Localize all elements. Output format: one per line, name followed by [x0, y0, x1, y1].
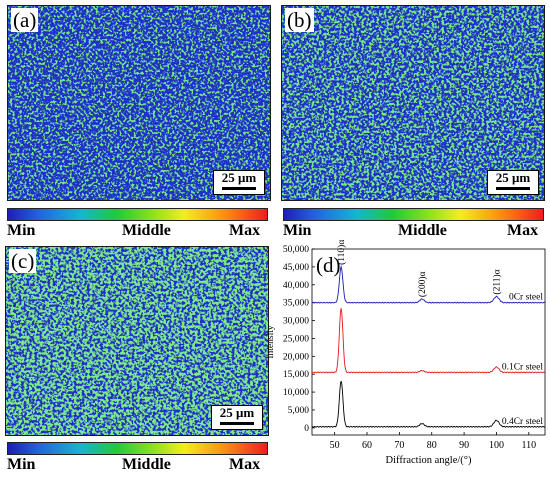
- y-tick-label: 5,000: [288, 406, 310, 416]
- colorbar-b-middle: Middle: [398, 222, 447, 239]
- y-tick-label: 20,000: [283, 352, 309, 362]
- peak-label: (211)α: [491, 269, 502, 294]
- scale-bar-line-a: [222, 187, 256, 190]
- micrograph-c: (c) 25 μm: [5, 246, 269, 436]
- scale-bar-label-b: 25 μm: [495, 170, 531, 185]
- micrograph-a-texture: [8, 6, 270, 200]
- xrd-labels-group: Diffraction angle/(°) Intensity (d)(110)α (…: [266, 240, 502, 466]
- peak-label: (200)α: [417, 271, 428, 297]
- x-tick-label: 90: [459, 440, 469, 451]
- colorbar-a-min: Min: [7, 222, 36, 239]
- colorbar-b: [283, 208, 544, 221]
- y-tick-label: 15,000: [283, 370, 309, 380]
- scale-bar-line-c: [220, 422, 254, 425]
- scale-bar-a: 25 μm: [213, 170, 265, 195]
- x-tick-label: 80: [427, 440, 437, 451]
- panel-label-c: (c): [9, 249, 37, 273]
- series-label-2: 0.4Cr steel: [502, 417, 544, 427]
- micrograph-b: (b) 25 μm: [281, 5, 545, 201]
- xrd-chart: 0 5,000 10,000 15,000 20,000 25,000 30,000 35,0…: [266, 240, 546, 466]
- scale-bar-line-b: [496, 187, 530, 190]
- panel-label-d: (d): [316, 253, 341, 277]
- scale-bar-label-c: 25 μm: [219, 405, 255, 420]
- micrograph-a: (a) 25 μm: [7, 5, 271, 201]
- y-tick-label: 45,000: [283, 263, 309, 273]
- micrograph-c-texture: [6, 247, 268, 435]
- x-tick-label: 100: [489, 440, 504, 451]
- x-axis-label: Diffraction angle/(°): [386, 455, 472, 466]
- colorbar-b-min: Min: [283, 222, 312, 239]
- y-tick-label: 0: [304, 424, 309, 434]
- y-axis-label: Intensity: [266, 325, 276, 358]
- x-tick-label: 70: [394, 440, 404, 451]
- plot-frame: [311, 248, 546, 436]
- colorbar-a: [7, 208, 268, 221]
- colorbar-c-max: Max: [229, 456, 261, 473]
- scale-bar-c: 25 μm: [211, 405, 263, 430]
- colorbar-a-max: Max: [229, 222, 261, 239]
- series-label-1: 0.1Cr steel: [502, 362, 544, 372]
- y-tick-label: 40,000: [283, 281, 309, 291]
- x-tick-label: 50: [330, 440, 340, 451]
- xrd-series-group: 0Cr steel 0.1Cr steel 0.4Cr steel: [311, 264, 546, 428]
- x-tick-label: 60: [362, 440, 372, 451]
- y-tick-label: 50,000: [283, 245, 309, 255]
- colorbar-a-middle: Middle: [122, 222, 171, 239]
- scale-bar-b: 25 μm: [487, 170, 539, 195]
- y-tick-label: 25,000: [283, 334, 309, 344]
- panel-label-a: (a): [11, 8, 39, 32]
- series-line-0: [311, 264, 546, 304]
- colorbar-b-max: Max: [507, 222, 539, 239]
- colorbar-c-middle: Middle: [122, 456, 171, 473]
- y-tick-label: 30,000: [283, 317, 309, 327]
- panel-label-b: (b): [285, 8, 314, 32]
- micrograph-b-texture: [282, 6, 544, 200]
- series-line-1: [311, 308, 546, 374]
- y-tick-label: 35,000: [283, 299, 309, 309]
- xrd-axes: 0 5,000 10,000 15,000 20,000 25,000 30,000 35,0…: [283, 245, 546, 451]
- series-line-2: [311, 380, 546, 428]
- scale-bar-label-a: 25 μm: [221, 170, 257, 185]
- peak-label: (110)α: [336, 240, 347, 265]
- y-tick-label: 10,000: [283, 388, 309, 398]
- x-tick-label: 110: [521, 440, 536, 451]
- series-label-0: 0Cr steel: [509, 293, 543, 303]
- colorbar-c: [7, 442, 268, 455]
- colorbar-c-min: Min: [7, 456, 36, 473]
